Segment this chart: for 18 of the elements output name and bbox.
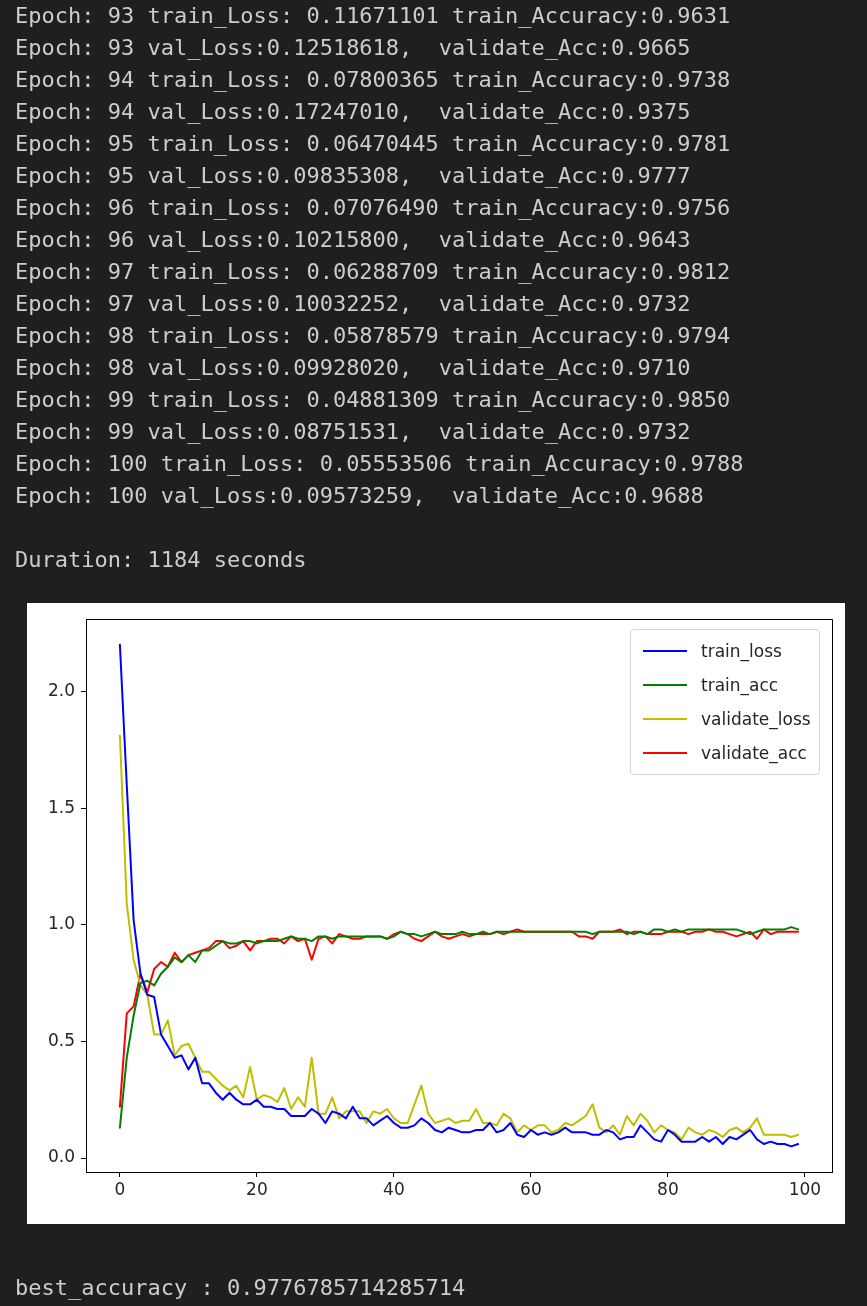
x-tick-label: 0 [114,1178,126,1199]
y-tick-label: 0.5 [47,1029,75,1050]
text: Duration: 1184 seconds [15,546,307,574]
x-tick-label: 100 [788,1178,822,1199]
x-tick-label: 60 [520,1178,542,1199]
y-tick-label: 1.5 [47,796,75,817]
x-tick-label: 20 [246,1178,268,1199]
y-tick-label: 0.0 [47,1146,75,1167]
text: Epoch: 93 train_Loss: 0.11671101 train_Accuracy:0.9631 Epoch: 93 val_Loss:0.12518618, validate_Acc:0.9665 Epoch: 94 train_Loss: 0.07800365 train_Accuracy:0.9738 Epoch: 94 val_Loss:0.17247010, validate_Acc:0.9375 Epoch: 95 train_Loss: 0.06470445 train_Accuracy:0.9781 Epoch: 95 val_Loss:0.09835308, validate_Acc:0.9777 Epoch: 96 train_Loss: 0.07076490 train_Accuracy:0.9756 Epoch: 96 val_Loss:0.10215800, validate_Acc:0.9643 Epoch: 97 train_Loss: 0.06288709 train_Accuracy:0.9812 Epoch: 97 val_Loss:0.10032252, validate_Acc:0.9732 Epoch: 98 train_Loss: 0.05878579 train_Accuracy:0.9794 Epoch: 98 val_Loss:0.09928020, validate_Acc:0.9710 Epoch: 99 train_Loss: 0.04881309 train_Accuracy:0.9850 Epoch: 99 val_Loss:0.08751531, validate_Acc:0.9732 Epoch: 100 train_Loss: 0.05553506 train_Accuracy:0.9788 Epoch: 100 val_Loss:0.09573259, validate_Acc:0.9688 [15,3,744,508]
legend-label: validate_acc [701,743,807,764]
legend-label: validate_loss [701,709,811,730]
legend-label: train_acc [701,675,779,696]
x-tick-label: 80 [657,1178,679,1199]
text: best_accuracy : 0.9776785714285714 [15,1274,466,1302]
x-tick-label: 40 [383,1178,405,1199]
y-tick-label: 2.0 [47,679,75,700]
legend-label: train_loss [701,641,782,662]
y-tick-label: 1.0 [47,913,75,934]
